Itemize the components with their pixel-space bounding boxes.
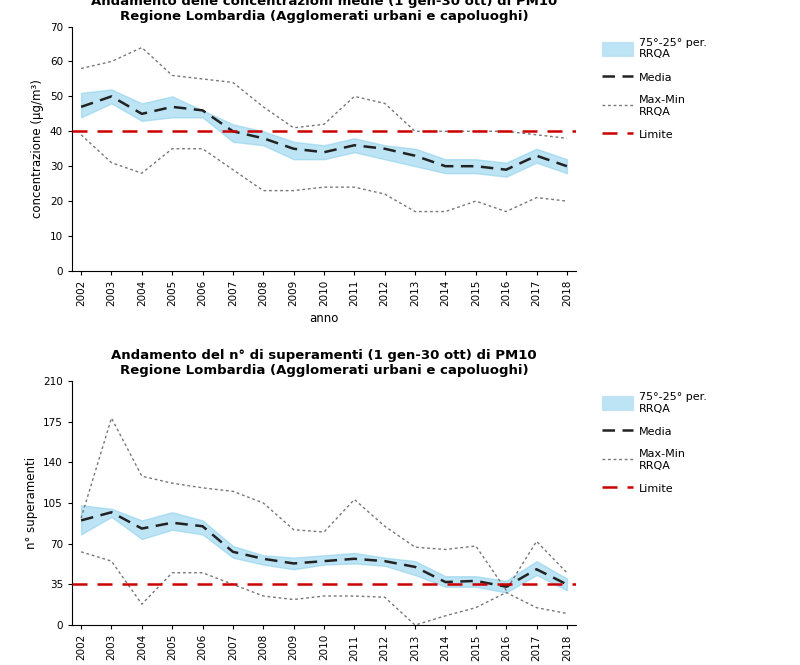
Title: Andamento delle concentrazioni medie (1 gen-30 ott) di PM10
Regione Lombardia (A: Andamento delle concentrazioni medie (1 … — [91, 0, 557, 23]
Y-axis label: n° superamenti: n° superamenti — [25, 457, 38, 549]
Legend: 75°-25° per.
RRQA, Media, Max-Min
RRQA, Limite: 75°-25° per. RRQA, Media, Max-Min RRQA, … — [597, 32, 712, 147]
Title: Andamento del n° di superamenti (1 gen-30 ott) di PM10
Regione Lombardia (Agglom: Andamento del n° di superamenti (1 gen-3… — [111, 349, 537, 377]
Legend: 75°-25° per.
RRQA, Media, Max-Min
RRQA, Limite: 75°-25° per. RRQA, Media, Max-Min RRQA, … — [597, 386, 712, 501]
X-axis label: anno: anno — [310, 312, 338, 325]
Y-axis label: concentrazione (µg/m³): concentrazione (µg/m³) — [31, 79, 44, 218]
